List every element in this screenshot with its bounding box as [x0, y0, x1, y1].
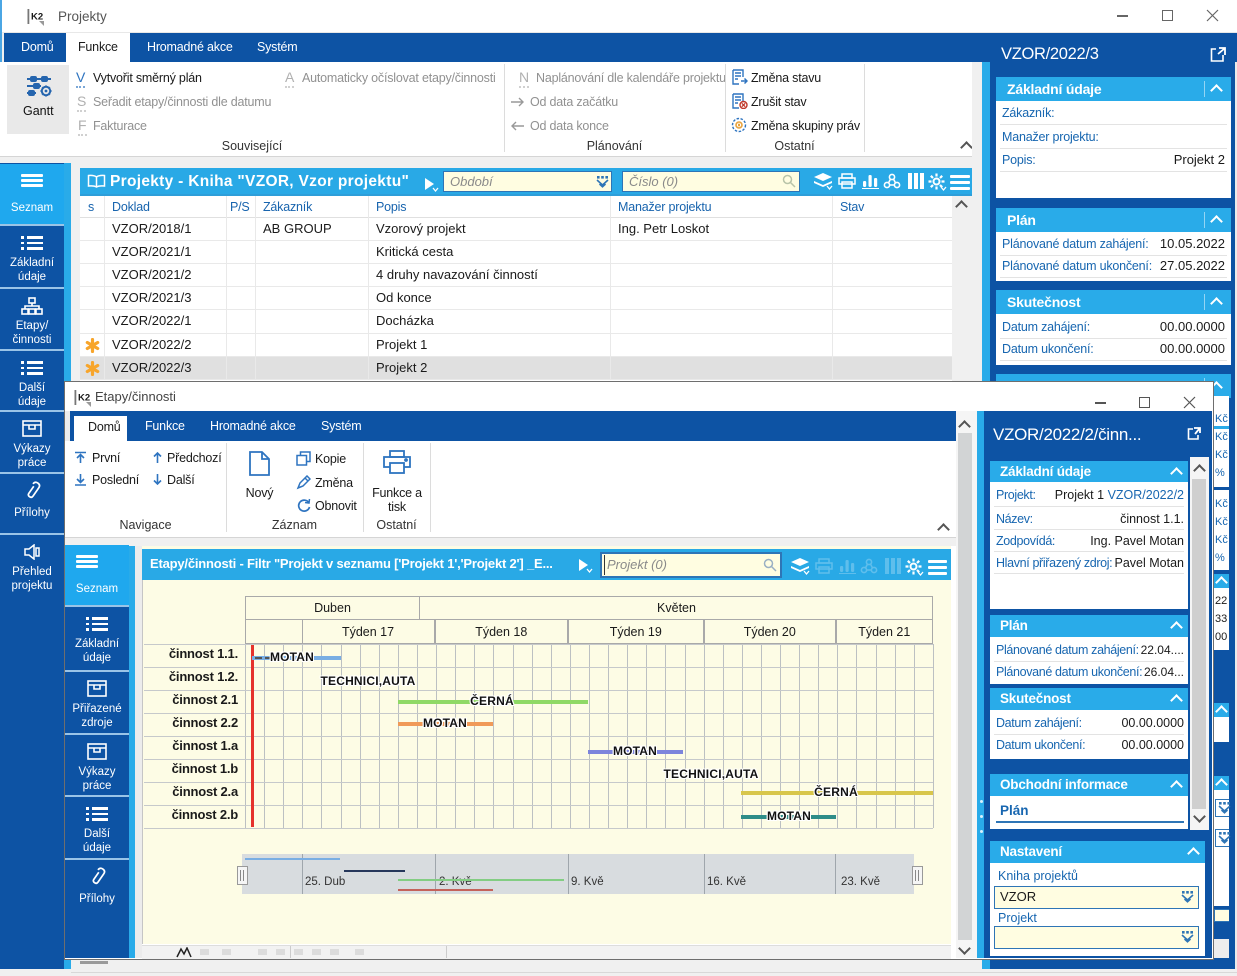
svg-text:K2: K2	[78, 393, 90, 404]
svg-text:K2: K2	[31, 12, 43, 23]
